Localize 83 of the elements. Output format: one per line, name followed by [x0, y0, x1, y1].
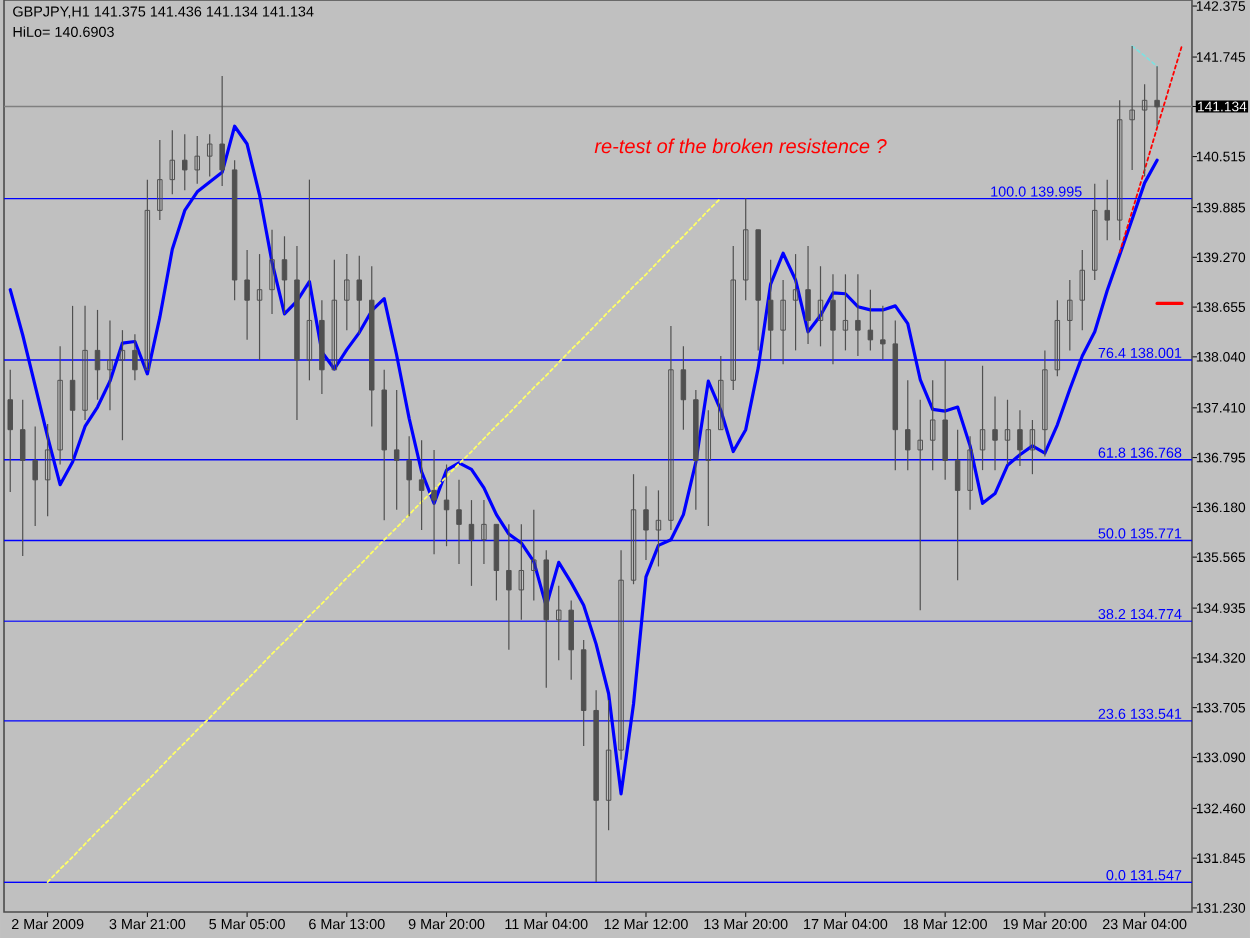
candlestick — [780, 279, 786, 365]
candlestick — [157, 139, 163, 221]
candlestick — [954, 429, 961, 581]
candlestick — [82, 305, 88, 421]
candlestick — [1042, 349, 1048, 457]
candlestick — [1154, 65, 1160, 127]
candlestick — [643, 485, 649, 561]
candlestick — [306, 179, 313, 381]
candlestick — [69, 305, 76, 462]
annotation: re-test of the broken resistence ? — [594, 138, 887, 154]
candlestick — [94, 309, 101, 401]
candlestick — [182, 133, 188, 191]
candlestick — [792, 253, 799, 351]
candlestick — [169, 129, 176, 195]
candlestick — [244, 249, 250, 341]
candlestick — [917, 399, 923, 611]
candlestick — [107, 319, 113, 411]
candlestick — [19, 399, 26, 557]
candlestick — [742, 197, 749, 301]
candlestick — [443, 463, 450, 547]
candlestick — [1054, 299, 1061, 377]
candlestick — [331, 259, 338, 371]
candlestick — [830, 273, 836, 365]
candlestick — [481, 499, 487, 565]
candlestick — [57, 345, 63, 466]
candlestick — [1104, 179, 1110, 241]
candlestick — [929, 379, 936, 471]
candlestick — [668, 325, 674, 531]
candlestick — [817, 265, 824, 347]
candlestick — [568, 599, 574, 681]
candlestick — [456, 479, 462, 565]
candlestick — [132, 333, 138, 381]
candlestick — [630, 473, 637, 585]
candlestick — [655, 489, 662, 568]
candlestick — [269, 229, 275, 315]
candlestick — [256, 253, 263, 361]
candlestick — [206, 133, 213, 177]
candlestick — [468, 499, 475, 587]
candlestick — [555, 585, 562, 661]
candlestick — [493, 523, 500, 602]
candlestick — [32, 425, 38, 527]
candlestick — [1116, 99, 1123, 241]
candlestick — [1092, 183, 1098, 281]
candlestick — [344, 253, 350, 331]
candlestick — [992, 395, 998, 471]
candlestick — [1004, 399, 1011, 466]
candlestick — [1079, 249, 1086, 331]
candlestick — [44, 423, 51, 517]
candlestick — [967, 435, 973, 511]
candlestick — [855, 273, 861, 357]
candlestick — [506, 523, 512, 651]
candlestick — [431, 449, 437, 555]
candlestick — [1141, 83, 1148, 177]
candlestick — [144, 179, 151, 371]
candlestick — [281, 235, 288, 315]
candlestick — [194, 135, 200, 185]
candlestick — [905, 379, 911, 471]
candlestick — [531, 509, 537, 602]
candlestick — [867, 289, 874, 351]
candlestick — [119, 329, 126, 441]
candlestick — [680, 345, 687, 431]
candlestick — [842, 273, 849, 351]
candlestick — [979, 365, 986, 471]
candlestick — [705, 409, 712, 527]
candlestick — [1067, 279, 1073, 351]
candlestick — [1017, 409, 1023, 467]
candlestick — [805, 245, 811, 345]
candlestick — [518, 523, 525, 621]
candlestick — [880, 305, 886, 361]
candlestick — [942, 359, 948, 481]
candlestick — [1029, 419, 1036, 475]
candlestick — [767, 259, 774, 361]
candlestick — [605, 699, 612, 831]
candlestick — [730, 245, 736, 391]
candlestick — [1129, 45, 1135, 171]
candlestick — [393, 389, 400, 511]
candlestick — [406, 435, 412, 517]
candlestick — [418, 439, 425, 531]
candlestick — [718, 355, 724, 431]
candlestick — [356, 255, 363, 335]
candlestick — [219, 75, 225, 187]
candlestick — [618, 549, 624, 761]
line-series — [1118, 44, 1183, 254]
